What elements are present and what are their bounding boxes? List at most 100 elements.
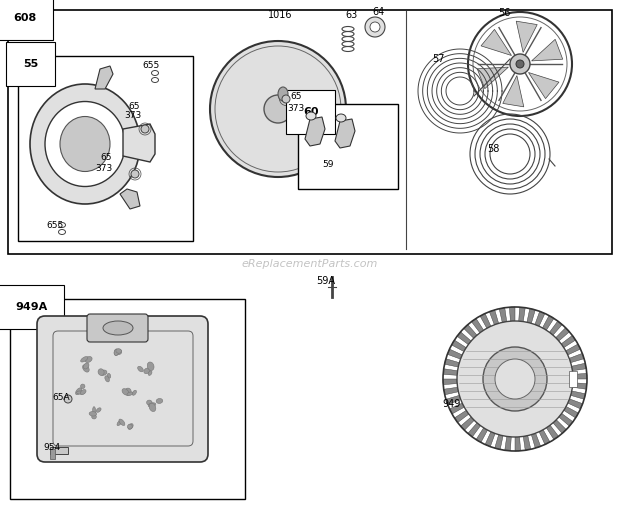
Polygon shape (448, 349, 463, 359)
Ellipse shape (119, 419, 125, 426)
Ellipse shape (81, 384, 85, 388)
Ellipse shape (115, 349, 122, 355)
Polygon shape (451, 340, 466, 352)
FancyBboxPatch shape (87, 314, 148, 342)
Polygon shape (95, 66, 113, 89)
Ellipse shape (278, 87, 288, 101)
Polygon shape (123, 124, 155, 162)
Polygon shape (568, 399, 583, 409)
Text: 57: 57 (432, 54, 445, 64)
Text: 59A: 59A (316, 276, 335, 286)
Ellipse shape (107, 374, 111, 378)
Ellipse shape (141, 125, 149, 133)
Ellipse shape (128, 423, 133, 429)
Polygon shape (120, 189, 140, 209)
Ellipse shape (84, 363, 89, 369)
Text: 373: 373 (95, 163, 112, 173)
Ellipse shape (60, 117, 110, 172)
Ellipse shape (125, 388, 131, 395)
Polygon shape (499, 308, 507, 322)
Polygon shape (572, 363, 587, 371)
Polygon shape (528, 72, 559, 99)
Polygon shape (485, 432, 495, 446)
Circle shape (215, 46, 341, 172)
Polygon shape (515, 437, 521, 451)
Polygon shape (542, 316, 554, 330)
Text: 58: 58 (487, 144, 499, 154)
Polygon shape (489, 310, 498, 325)
Polygon shape (539, 430, 550, 444)
Text: 373: 373 (124, 110, 141, 120)
Polygon shape (335, 119, 355, 148)
Polygon shape (461, 417, 474, 430)
Polygon shape (471, 319, 484, 333)
Polygon shape (445, 359, 459, 367)
Ellipse shape (282, 95, 290, 103)
Ellipse shape (76, 391, 84, 394)
Text: 65A: 65A (52, 392, 69, 402)
Text: 60: 60 (303, 107, 319, 117)
Ellipse shape (64, 395, 72, 403)
Text: eReplacementParts.com: eReplacementParts.com (242, 259, 378, 269)
Text: 55: 55 (23, 59, 38, 69)
Polygon shape (572, 383, 587, 389)
Polygon shape (519, 307, 525, 322)
Polygon shape (503, 76, 524, 107)
Polygon shape (443, 369, 458, 375)
Ellipse shape (105, 376, 109, 382)
Polygon shape (531, 433, 541, 448)
Text: 954: 954 (43, 442, 60, 451)
Text: 65: 65 (290, 92, 301, 100)
Text: 64: 64 (372, 7, 384, 17)
Ellipse shape (116, 349, 122, 353)
Circle shape (510, 54, 530, 74)
Text: 59: 59 (322, 159, 334, 168)
Ellipse shape (81, 357, 88, 362)
Text: 655: 655 (46, 220, 63, 230)
Ellipse shape (156, 399, 162, 404)
Polygon shape (570, 391, 585, 399)
Text: 65: 65 (128, 101, 140, 110)
Polygon shape (564, 406, 578, 418)
Polygon shape (468, 423, 481, 437)
Ellipse shape (114, 350, 118, 355)
Polygon shape (535, 312, 545, 326)
Ellipse shape (114, 349, 118, 356)
Polygon shape (480, 314, 491, 328)
Text: 1016: 1016 (268, 10, 293, 20)
Polygon shape (556, 328, 569, 341)
Ellipse shape (336, 114, 346, 122)
Text: 655: 655 (142, 61, 159, 70)
Ellipse shape (306, 112, 316, 120)
Polygon shape (477, 67, 508, 89)
Text: 56: 56 (498, 8, 510, 18)
Ellipse shape (132, 390, 136, 395)
Ellipse shape (127, 392, 133, 395)
Polygon shape (569, 353, 584, 362)
Circle shape (264, 95, 292, 123)
Circle shape (365, 17, 385, 37)
Ellipse shape (89, 412, 97, 416)
Polygon shape (446, 395, 461, 405)
Ellipse shape (96, 408, 101, 412)
Circle shape (483, 347, 547, 411)
Ellipse shape (144, 368, 150, 374)
Polygon shape (495, 435, 503, 449)
Polygon shape (549, 321, 562, 335)
Polygon shape (527, 308, 535, 323)
Circle shape (473, 17, 567, 111)
Polygon shape (553, 420, 566, 434)
Circle shape (516, 60, 524, 68)
Polygon shape (464, 325, 477, 338)
Ellipse shape (117, 420, 122, 426)
Ellipse shape (103, 321, 133, 335)
Polygon shape (510, 307, 515, 321)
Ellipse shape (147, 362, 154, 371)
Polygon shape (450, 403, 464, 414)
Polygon shape (444, 387, 458, 395)
FancyBboxPatch shape (53, 331, 193, 446)
Text: 949A: 949A (15, 302, 47, 312)
Ellipse shape (45, 101, 125, 186)
Ellipse shape (128, 424, 132, 429)
Polygon shape (476, 428, 487, 442)
